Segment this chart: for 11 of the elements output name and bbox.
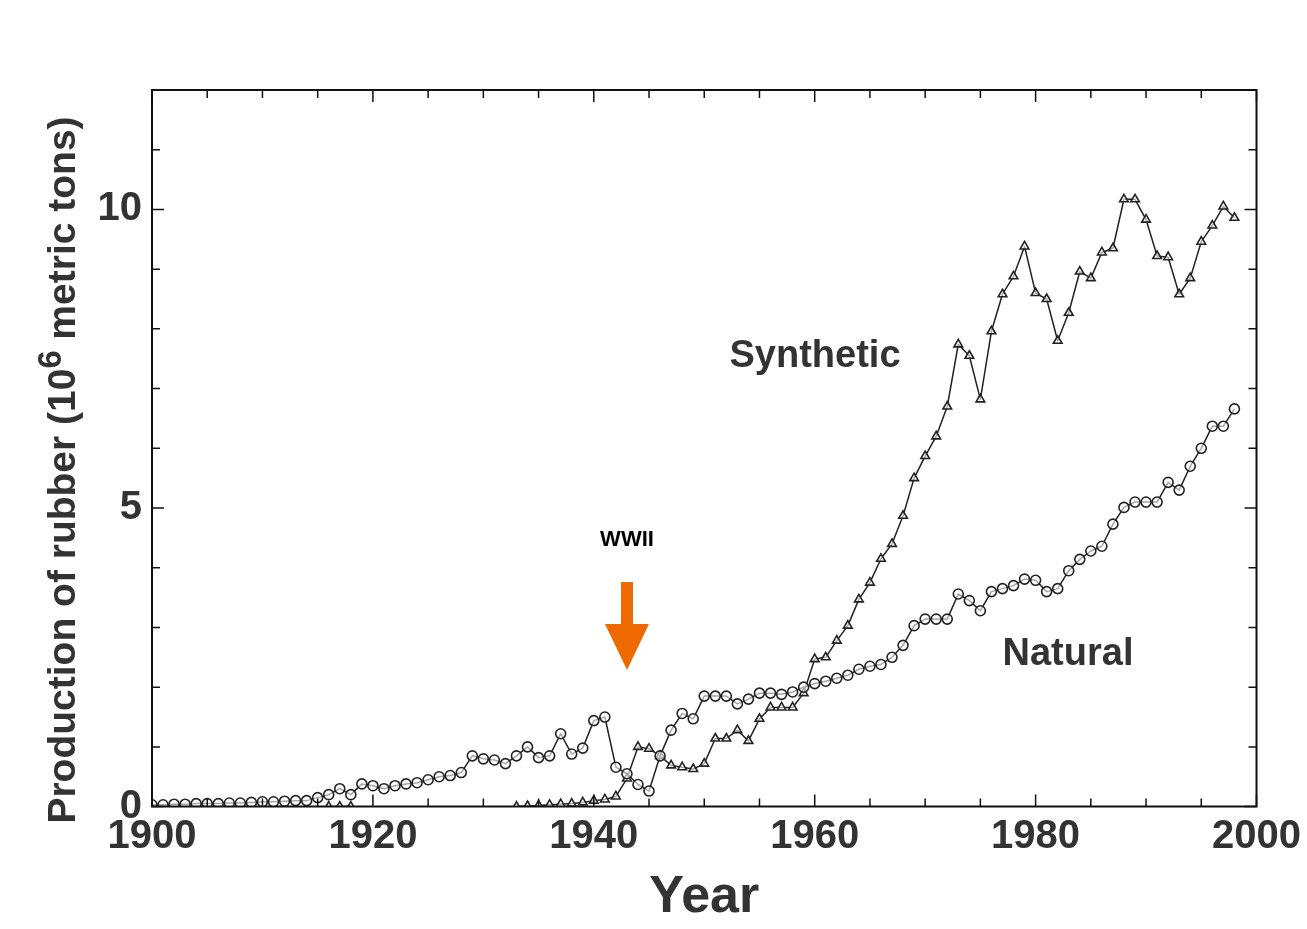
y-tick-label: 10 (97, 184, 142, 229)
x-tick-label: 1980 (991, 811, 1081, 856)
x-tick-label: 1960 (770, 811, 860, 856)
x-tick-label: 1920 (328, 811, 418, 856)
x-tick-label: 2000 (1212, 811, 1301, 856)
annotation: WWII (600, 526, 654, 552)
series-label: Synthetic (729, 333, 901, 376)
x-tick-label: 1940 (549, 811, 639, 856)
series-label: Natural (1002, 631, 1134, 674)
y-tick-label: 5 (119, 483, 142, 528)
x-axis-title: Year (649, 865, 760, 924)
